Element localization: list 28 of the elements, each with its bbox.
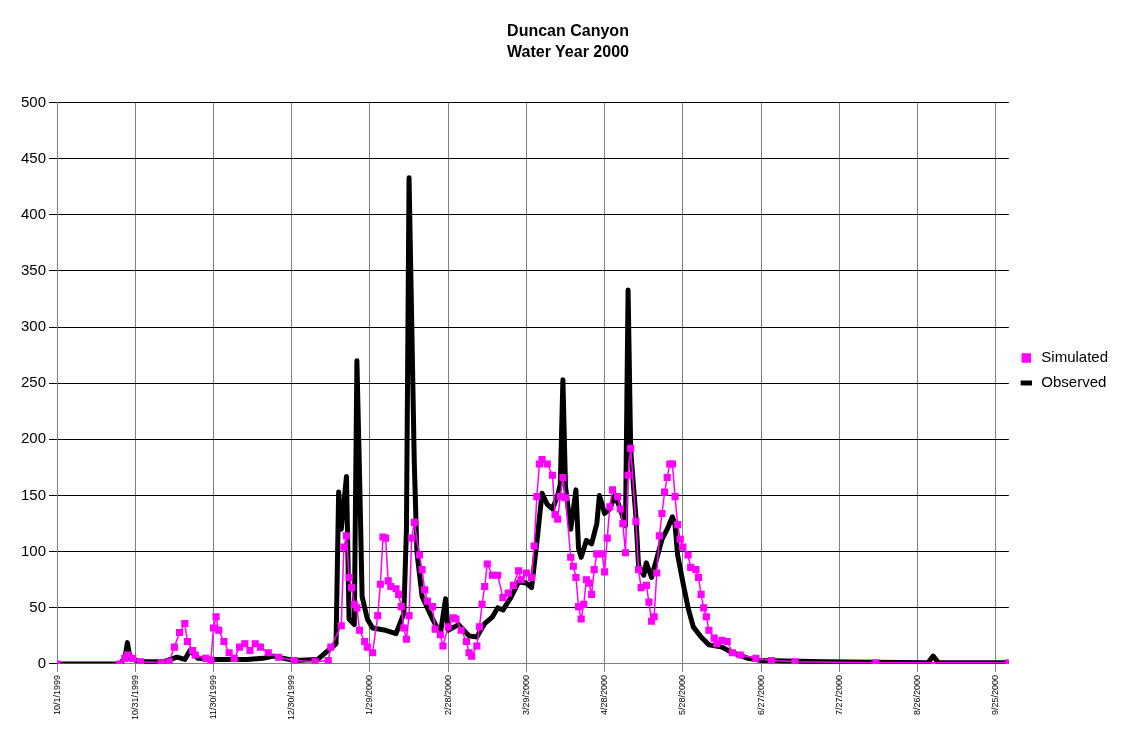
- y-tick-label: 400: [21, 204, 47, 222]
- y-tick-label: 200: [21, 429, 47, 447]
- y-tick-label: 100: [21, 541, 47, 559]
- y-tick-label: 350: [21, 261, 47, 279]
- y-tick-label: 50: [29, 597, 47, 615]
- y-tick-label: 300: [21, 317, 47, 335]
- y-tick-label: 500: [21, 92, 47, 110]
- x-tick-label: 9/25/2000: [990, 674, 1001, 715]
- x-tick-label: 11/30/1999: [207, 674, 218, 720]
- x-tick-label: 5/28/2000: [677, 674, 688, 715]
- x-tick-label: 6/27/2000: [755, 674, 766, 715]
- x-tick-label: 12/30/1999: [286, 674, 297, 720]
- x-tick-label: 10/1/1999: [51, 674, 62, 715]
- y-tick-label: 450: [21, 148, 47, 166]
- x-tick-label: 3/29/2000: [520, 674, 531, 715]
- legend-label: Observed: [1041, 373, 1107, 391]
- legend-label: Simulated: [1041, 348, 1108, 366]
- x-tick-label: 1/29/2000: [364, 674, 375, 715]
- chart-title: Duncan Canyon: [507, 22, 629, 40]
- x-tick-label: 8/26/2000: [912, 674, 923, 715]
- y-tick-label: 250: [21, 373, 47, 391]
- x-tick-label: 4/28/2000: [599, 674, 610, 715]
- y-tick-label: 0: [37, 654, 47, 672]
- x-tick-label: 2/28/2000: [442, 674, 453, 715]
- x-tick-label: 7/27/2000: [833, 674, 844, 715]
- x-tick-label: 10/31/1999: [129, 674, 140, 720]
- chart-subtitle: Water Year 2000: [507, 43, 630, 61]
- y-tick-label: 150: [21, 485, 47, 503]
